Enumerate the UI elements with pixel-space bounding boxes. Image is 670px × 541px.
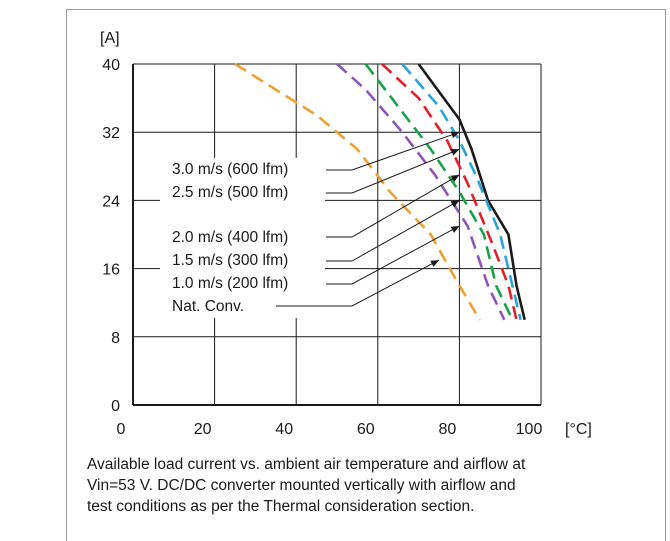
legend-label: 3.0 m/s (600 lfm) [172, 161, 288, 178]
legend-arrowhead [450, 225, 460, 233]
grid [133, 63, 542, 405]
x-tick-label: 20 [194, 421, 212, 438]
series-line [234, 62, 481, 321]
y-tick-label: 8 [111, 330, 120, 347]
series-lines [234, 62, 526, 321]
y-tick-label: 40 [102, 57, 120, 74]
legend-label: 1.0 m/s (200 lfm) [172, 275, 288, 292]
legend-background [160, 158, 325, 318]
x-axis-label: [°C] [565, 421, 592, 438]
series-line [381, 63, 518, 321]
caption-line-1: Available load current vs. ambient air t… [87, 456, 526, 473]
legend-label: 1.5 m/s (300 lfm) [172, 252, 288, 269]
derating-chart: 0 20 40 60 80 100 0 8 16 24 32 40 3.0 m/s (600 lfm)… [100, 30, 592, 438]
legend-arrowhead [430, 260, 439, 267]
series-line [336, 63, 506, 321]
axes [132, 64, 541, 406]
legend-arrowhead [450, 131, 460, 139]
series-line [417, 63, 526, 321]
x-tick-label: 0 [117, 421, 126, 438]
legend-leader-line [326, 225, 460, 285]
legend-arrowhead [450, 174, 460, 182]
y-tick-label: 32 [102, 125, 120, 142]
y-tick-label: 24 [102, 193, 120, 210]
y-tick-label: 16 [102, 262, 120, 279]
x-tick-label: 40 [275, 421, 293, 438]
legend-arrowhead [450, 149, 460, 156]
figure-caption: Available load current vs. ambient air t… [87, 454, 657, 517]
legend-leader-line [326, 148, 460, 194]
series-line [401, 63, 522, 321]
y-axis-label: [A] [100, 30, 120, 47]
legend-leader-line [326, 131, 460, 171]
legend-leader-line [326, 199, 460, 262]
legend-leader-line [276, 259, 440, 307]
legend-label: 2.0 m/s (400 lfm) [172, 229, 288, 246]
y-tick-label: 0 [111, 398, 120, 415]
x-tick-label: 100 [516, 421, 543, 438]
x-tick-label: 80 [439, 421, 457, 438]
figure-frame [66, 9, 666, 541]
caption-line-3: test conditions as per the Thermal consi… [87, 498, 475, 515]
legend-label: Nat. Conv. [172, 298, 244, 315]
tick-labels: 0 20 40 60 80 100 0 8 16 24 32 40 [102, 57, 542, 438]
legend: 3.0 m/s (600 lfm) 2.5 m/s (500 lfm) 2.0 m/… [160, 131, 460, 318]
x-tick-label: 60 [357, 421, 375, 438]
series-line [364, 63, 514, 321]
legend-label: 2.5 m/s (500 lfm) [172, 184, 288, 201]
legend-leader-line [326, 174, 460, 238]
legend-arrowhead [450, 200, 460, 208]
caption-line-2: Vin=53 V. DC/DC converter mounted vertic… [87, 477, 516, 494]
